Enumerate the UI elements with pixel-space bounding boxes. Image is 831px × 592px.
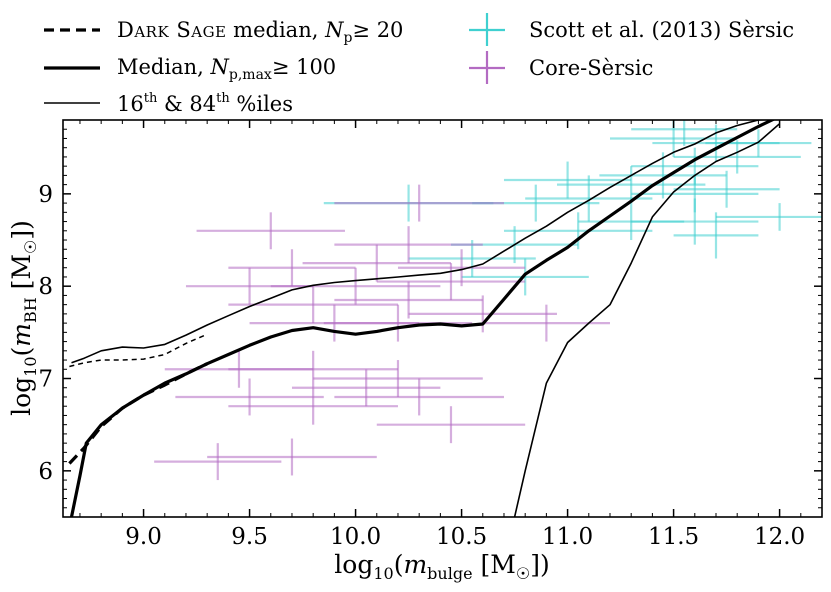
point-core-sersic [291,369,441,407]
point-core-sersic [482,304,610,342]
x-tick-label: 11.5 [648,524,699,550]
point-core-sersic [207,438,377,476]
legend-label-core: Core-Sèrsic [529,56,653,80]
legend-label-scott: Scott et al. (2013) Sèrsic [529,18,794,42]
point-core-sersic [270,267,441,305]
legend-entry-core: Core-Sèrsic [469,51,653,84]
legend-pct-16-sup: th [144,91,158,106]
axis-ticks: 9.0 9.5 10.0 10.5 11.0 11.5 12.0 6 7 8 9 [38,119,823,550]
legend-pct-84: & 84 [157,92,216,116]
point-core-sersic [408,295,557,333]
legend-pct-84-sup: th [216,91,230,106]
plot-frame [62,119,823,518]
legend-pct-16: 16 [117,92,144,116]
legend-entry-median: Median, Np,max≥ 100 [44,55,336,83]
point-sersic [461,258,589,296]
y-tick-label: 9 [38,182,53,208]
point-core-sersic [334,184,504,222]
point-core-sersic [154,443,282,481]
line-4 [513,123,781,517]
point-core-sersic [228,249,356,287]
x-tick-label: 9.5 [231,524,268,550]
point-core-sersic [334,378,504,416]
x-tick-label: 11.0 [542,524,593,550]
median-lines [68,120,781,517]
point-core-sersic [313,360,483,397]
point-core-sersic [175,378,324,416]
legend-pct-tail: %iles [230,92,293,116]
y-tick-label: 8 [38,274,53,300]
point-sersic [556,166,706,204]
point-core-sersic [228,387,398,425]
point-sersic [673,170,780,208]
legend-entry-dark-sage: Dark Sage median, Np≥ 20 [44,18,403,46]
x-tick-label: 10.0 [330,524,381,550]
point-core-sersic [334,281,483,319]
point-sersic [631,120,738,146]
y-axis-label: log10(mBH [M☉]) [7,220,40,416]
legend-label-median-suffix: median, [227,18,326,42]
legend-cond-20: ≥ 20 [352,18,403,42]
point-core-sersic [302,244,451,282]
point-core-sersic [376,406,526,444]
y-tick-label: 7 [38,367,53,393]
point-sersic [525,175,653,222]
line-0 [68,362,208,465]
x-tick-label: 12.0 [754,524,805,550]
point-core-sersic [228,350,398,388]
y-tick-label: 6 [38,459,53,485]
point-sersic [599,152,727,199]
line-1 [69,333,208,368]
svg-text:16th & 84th %iles: 16th & 84th %iles [117,91,293,116]
point-core-sersic [196,212,345,250]
point-sersic [631,198,759,245]
svg-text:Dark Sage median, Np≥ 20: Dark Sage median, Np≥ 20 [117,18,403,46]
point-core-sersic [397,249,526,287]
line-2 [69,120,776,517]
point-core-sersic [323,304,473,342]
point-core-sersic [334,226,483,264]
point-sersic [503,212,653,250]
x-axis-label: log10(mbulge [M☉]) [334,550,549,583]
legend-entry-percentiles: 16th & 84th %iles [44,91,293,116]
legend-label-dark-sage: Dark Sage [117,18,227,42]
point-sersic [503,161,632,199]
legend-cond-100: ≥ 100 [272,55,336,79]
svg-text:Median, Np,max≥ 100: Median, Np,max≥ 100 [117,55,336,83]
legend-entry-scott: Scott et al. (2013) Sèrsic [469,13,794,46]
point-sersic [715,203,822,231]
point-core-sersic [376,263,526,301]
point-sersic [673,212,759,259]
legend-label-median: Median, [117,55,211,79]
data-points [154,120,822,481]
point-core-sersic [228,286,398,324]
x-tick-label: 9.0 [125,524,162,550]
legend: Dark Sage median, Np≥ 20 Median, Np,max≥… [44,13,794,116]
line-3 [71,120,773,364]
x-tick-label: 10.5 [436,524,487,550]
point-sersic [673,140,801,174]
